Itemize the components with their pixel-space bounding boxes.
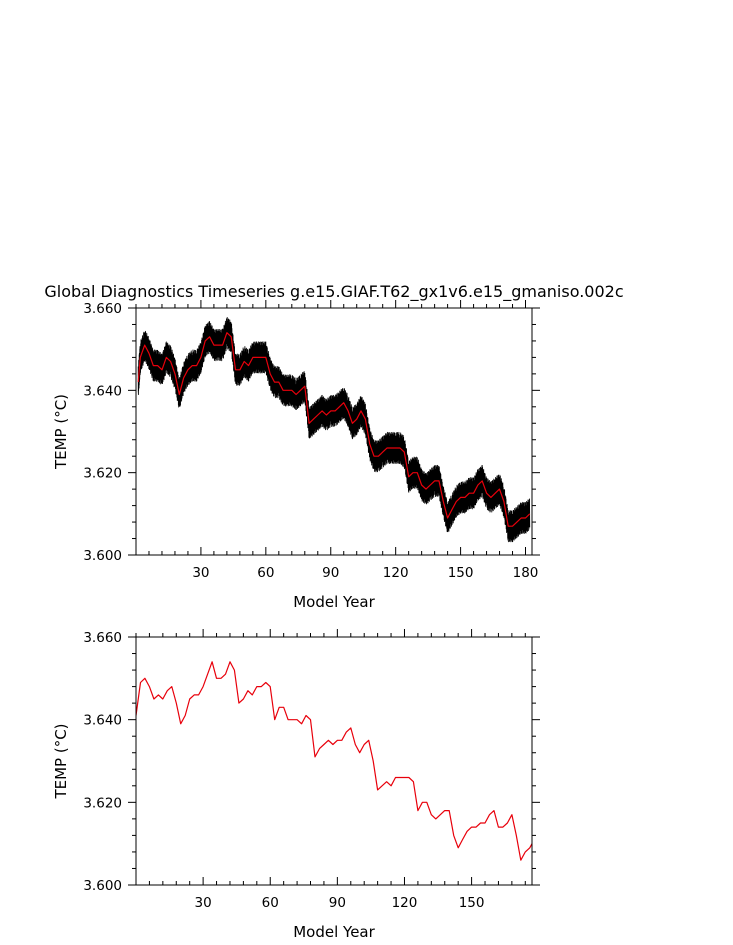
series-line-annual [136, 661, 532, 861]
y-tick-label: 3.600 [83, 878, 122, 894]
bottom-panel: 30 60 90 120 150 3.600 3.620 3.640 3.660 Model Ye… [52, 629, 540, 941]
x-tick-label: 30 [195, 895, 212, 911]
x-tick-label: 150 [459, 895, 485, 911]
x-tick-label: 60 [257, 565, 274, 581]
y-tick-label: 3.640 [83, 383, 122, 399]
x-axis-label: Model Year [293, 923, 375, 941]
x-axis-label: Model Year [293, 593, 375, 611]
x-tick-label: 180 [513, 565, 539, 581]
x-tick-label: 120 [392, 895, 418, 911]
plot-area [137, 317, 531, 543]
x-tick-label: 60 [262, 895, 279, 911]
y-tick-label: 3.600 [83, 548, 122, 564]
series-line-annual [137, 332, 531, 527]
y-tick-label: 3.660 [83, 301, 122, 317]
series-line-monthly [137, 317, 531, 543]
plot-frame [135, 307, 533, 556]
figure-title: Global Diagnostics Timeseries g.e15.GIAF… [44, 282, 623, 302]
plot-area [136, 661, 532, 861]
y-tick-label: 3.620 [83, 795, 122, 811]
y-axis-label: TEMP (°C) [52, 394, 70, 470]
x-tick-label: 120 [383, 565, 409, 581]
x-tick-label: 90 [329, 895, 346, 911]
x-tick-label: 150 [448, 565, 474, 581]
y-tick-label: 3.640 [83, 713, 122, 729]
x-tick-label: 90 [322, 565, 339, 581]
y-tick-label: 3.660 [83, 630, 122, 646]
y-tick-label: 3.620 [83, 466, 122, 482]
top-panel: 30 60 90 120 150 180 3.600 3.620 3.640 3.660 Model… [52, 300, 540, 611]
y-axis-label: TEMP (°C) [52, 723, 70, 799]
plot-frame [135, 636, 533, 886]
x-tick-label: 30 [192, 565, 209, 581]
